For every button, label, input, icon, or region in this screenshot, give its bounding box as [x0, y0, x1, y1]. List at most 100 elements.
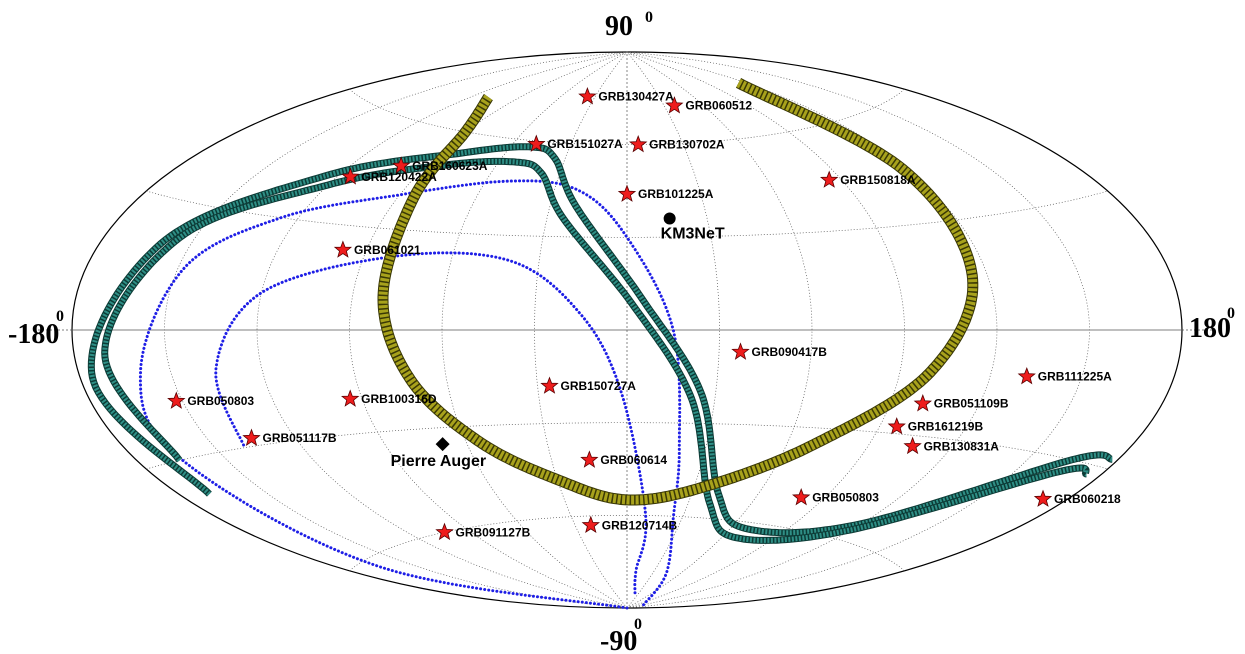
grb-star-icon	[167, 391, 186, 409]
axis-labels: 90 0 -90 -180 0 180 0 0	[8, 9, 1235, 654]
grb-label: GRB050803	[187, 394, 254, 408]
grb-label: GRB051109B	[934, 397, 1009, 411]
grb-0: GRB130427A	[578, 87, 674, 105]
band-teal-outer-edge	[87, 143, 1113, 537]
axis-label-top: 90	[605, 11, 633, 42]
grb-label: GRB160623A	[412, 159, 488, 173]
band-blue-inner-line	[214, 251, 648, 595]
observatories: KM3NeT Pierre Auger	[391, 212, 725, 470]
grb-22: GRB091127B	[435, 522, 531, 541]
grb-4: GRB160623A	[391, 156, 488, 174]
grb-label: GRB060512	[685, 99, 752, 113]
grb-7: GRB150818A	[820, 170, 916, 188]
band-teal-inner-line	[102, 158, 1089, 543]
site-circle-icon	[663, 212, 676, 225]
grb-15: GRB051117B	[242, 428, 337, 447]
grb-star-icon	[731, 342, 750, 360]
band-teal-outer	[87, 143, 1113, 537]
grb-3: GRB130702A	[629, 134, 725, 153]
grb-5: GRB120422A	[341, 167, 437, 185]
grb-star-icon	[580, 450, 599, 468]
grb-star-icon	[1033, 489, 1053, 507]
grb-star-icon	[581, 515, 600, 534]
bands	[87, 78, 1113, 610]
meridian--120	[256, 51, 628, 609]
grb-label: GRB130427A	[598, 90, 674, 104]
grb-label: GRB051117B	[263, 431, 337, 445]
grb-star-icon	[435, 522, 454, 541]
grb-star-icon	[903, 436, 922, 455]
grb-1: GRB060512	[665, 96, 752, 114]
grb-13: GRB111225A	[1017, 366, 1112, 385]
meridian-60	[626, 51, 813, 609]
grb-18: GRB060614	[580, 450, 667, 468]
site-km3net: KM3NeT	[661, 212, 725, 242]
parallel-30	[146, 190, 1108, 238]
band-yellow	[377, 78, 979, 506]
grb-star-icon	[665, 96, 684, 114]
grb-20: GRB050803	[792, 487, 879, 506]
grb-label: GRB130702A	[649, 138, 725, 152]
grb-star-icon	[391, 156, 411, 174]
grb-star-icon	[242, 428, 261, 447]
grb-8: GRB061021	[333, 240, 421, 258]
grb-16: GRB161219B	[887, 417, 984, 435]
grb-star-icon	[341, 167, 360, 185]
axis-label-right: 180	[1189, 313, 1231, 344]
site-label: KM3NeT	[661, 225, 725, 242]
meridian-120	[626, 51, 998, 609]
grb-label: GRB100316D	[361, 392, 437, 406]
grb-star-icon	[333, 240, 353, 258]
grb-17: GRB130831A	[903, 436, 1000, 455]
band-teal-inner-edge	[101, 157, 1090, 544]
grb-star-icon	[629, 134, 648, 153]
grb-label: GRB091127B	[456, 525, 531, 539]
grb-label: GRB111225A	[1038, 370, 1112, 384]
grb-label: GRB060614	[600, 453, 667, 467]
band-teal-inner	[101, 157, 1090, 544]
grb-10: GRB050803	[167, 391, 254, 409]
grb-star-icon	[1017, 366, 1036, 385]
grb-label: GRB050803	[812, 491, 879, 505]
grb-label: GRB060218	[1054, 492, 1121, 506]
grb-star-icon	[540, 376, 559, 394]
site-label: Pierre Auger	[391, 453, 486, 470]
grb-14: GRB051109B	[913, 394, 1009, 412]
grb-markers: GRB130427A GRB060512 GRB151027A GRB130702A G…	[167, 87, 1121, 541]
axis-label-center-bottom: 0	[634, 616, 642, 633]
grb-star-icon	[527, 134, 546, 152]
grb-11: GRB150727A	[540, 376, 636, 394]
band-blue-inner	[214, 251, 648, 595]
grb-label: GRB161219B	[908, 420, 984, 434]
grb-label: GRB130831A	[924, 439, 1000, 453]
grb-9: GRB090417B	[731, 342, 828, 360]
grb-label: GRB150818A	[840, 173, 916, 187]
grb-21: GRB120714B	[581, 515, 678, 534]
grb-label: GRB101225A	[638, 187, 714, 201]
site-pierre-auger: Pierre Auger	[391, 437, 486, 470]
grb-label: GRB090417B	[752, 345, 828, 359]
grb-star-icon	[578, 87, 597, 105]
parallel--30	[146, 422, 1108, 470]
grb-star-icon	[887, 417, 906, 435]
grb-star-icon	[820, 170, 839, 188]
band-yellow-line	[378, 78, 978, 505]
axis-label-left-sup: 0	[56, 308, 64, 325]
axis-label-bottom: -90	[600, 626, 637, 654]
grb-star-icon	[341, 389, 360, 407]
axis-label-right-sup: 0	[1227, 305, 1235, 322]
grb-star-icon	[617, 184, 637, 202]
grb-label: GRB120422A	[361, 170, 437, 184]
grb-label: GRB061021	[354, 243, 421, 257]
meridian-90	[626, 51, 905, 609]
grb-6: GRB101225A	[617, 184, 714, 202]
grb-label: GRB151027A	[547, 137, 623, 151]
axis-label-top-sup: 0	[645, 9, 653, 26]
site-diamond-icon	[435, 437, 450, 452]
grb-2: GRB151027A	[527, 134, 623, 152]
grb-star-icon	[792, 487, 811, 506]
axis-label-left: -180	[8, 319, 59, 350]
grb-label: GRB120714B	[602, 518, 678, 532]
meridian--60	[441, 51, 628, 609]
